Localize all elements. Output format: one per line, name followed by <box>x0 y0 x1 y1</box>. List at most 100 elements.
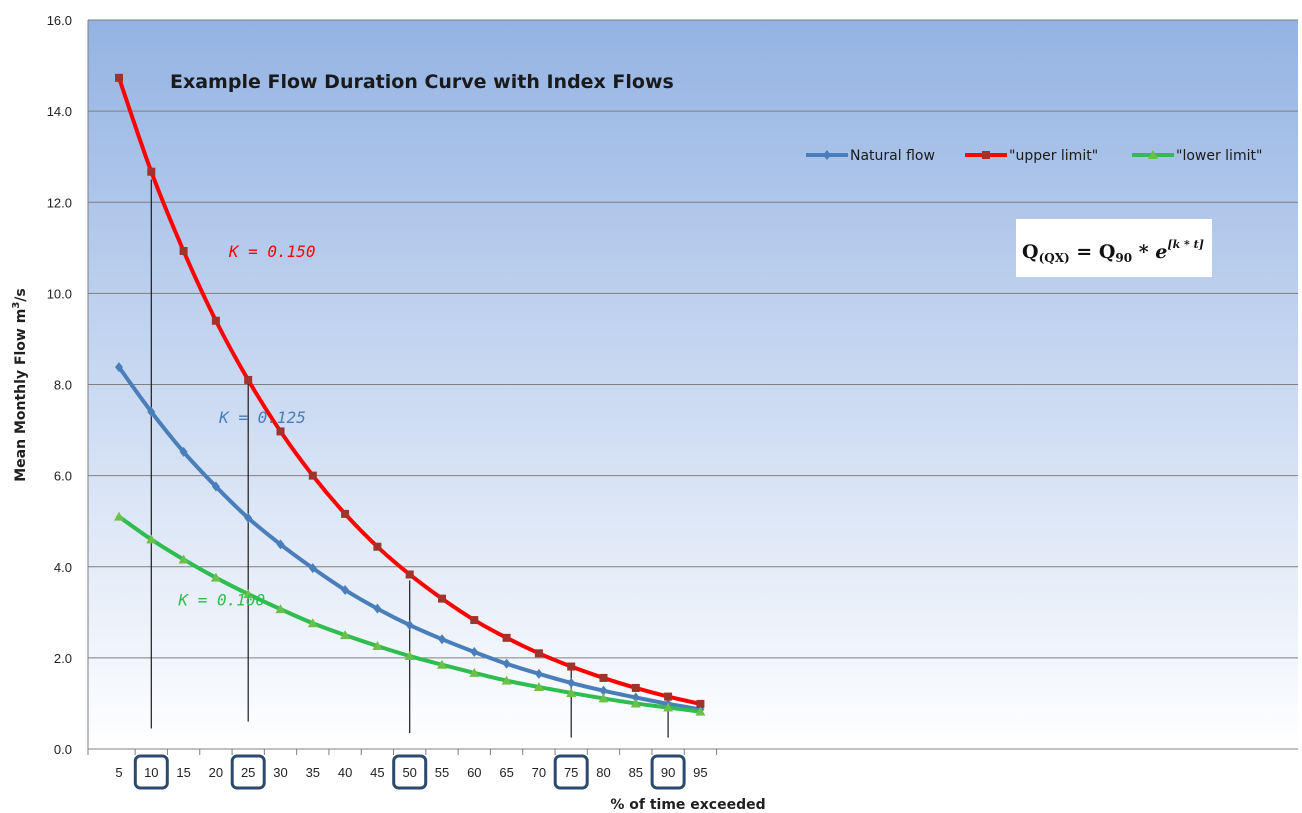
x-tick-label: 5 <box>115 765 122 780</box>
formula-q90-sub: 90 <box>1115 251 1132 265</box>
y-tick-label: 14.0 <box>47 104 72 119</box>
x-tick-label: 75 <box>564 765 578 780</box>
formula-q: Q <box>1022 241 1039 263</box>
y-tick-label: 8.0 <box>54 378 72 393</box>
x-tick-label: 50 <box>402 765 416 780</box>
natural-flow-point <box>244 512 253 523</box>
svg-text:Q(QX) = Q90 * e[k * t]: Q(QX) = Q90 * e[k * t] <box>1022 238 1204 265</box>
upper-limit-point <box>373 542 382 551</box>
formula-q-sub: (QX) <box>1039 251 1070 265</box>
lower-limit-point <box>469 667 480 677</box>
upper-limit-point <box>664 692 673 701</box>
x-tick-label: 80 <box>596 765 610 780</box>
k-label: K = 0.150 <box>228 242 316 261</box>
upper-limit-point <box>405 570 414 579</box>
lower-limit-point <box>663 702 674 712</box>
index-flow-box <box>230 754 266 790</box>
x-tick-label: 65 <box>499 765 513 780</box>
y-axis-title-superscript: 3 <box>11 302 22 309</box>
x-tick-label: 45 <box>370 765 384 780</box>
x-tick-label: 35 <box>306 765 320 780</box>
y-tick-label: 12.0 <box>47 195 72 210</box>
natural-flow-point <box>341 584 350 595</box>
y-tick-label: 16.0 <box>47 13 72 28</box>
x-tick-label: 60 <box>467 765 481 780</box>
y-axis-ticks: 0.0 2.0 4.0 6.0 8.0 10.0 12.0 14.0 16.0 <box>47 13 72 757</box>
y-tick-label: 0.0 <box>54 742 72 757</box>
lower-limit-point <box>501 675 512 685</box>
upper-limit-point <box>599 673 608 682</box>
upper-limit-point <box>631 683 640 692</box>
upper-limit-point <box>438 594 446 603</box>
gridlines <box>87 19 1298 750</box>
x-axis-title: % of time exceeded <box>610 797 765 813</box>
lower-limit-point <box>307 618 318 628</box>
x-tick-label: 90 <box>661 765 675 780</box>
upper-limit-legend-marker <box>982 151 990 159</box>
x-tick-label: 20 <box>209 765 223 780</box>
lower-limit-legend-label: "lower limit" <box>1176 148 1262 164</box>
natural-flow-point <box>502 658 511 669</box>
lower-limit-point <box>598 693 609 703</box>
natural-flow-point <box>534 668 543 679</box>
formula-box: Q(QX) = Q90 * e[k * t] <box>1016 219 1212 277</box>
x-tick-label: 40 <box>338 765 352 780</box>
lower-limit-point <box>243 589 254 599</box>
upper-limit-point <box>211 316 220 325</box>
y-tick-label: 2.0 <box>54 651 72 666</box>
natural-flow-point <box>405 620 414 631</box>
x-axis-ticks: 5 10 15 20 25 30 35 40 45 50 55 60 65 70 75 80 85 90 95 <box>87 749 718 780</box>
upper-limit-legend-label: "upper limit" <box>1009 148 1098 164</box>
lower-limit-point <box>178 554 189 564</box>
x-tick-label: 15 <box>176 765 190 780</box>
lower-limit-point <box>533 682 544 692</box>
natural-flow-point <box>179 446 188 457</box>
x-tick-label: 10 <box>144 765 158 780</box>
natural-flow-point <box>115 362 123 373</box>
y-axis-title-main: Mean Monthly Flow m <box>13 309 29 482</box>
series-layer <box>114 73 706 716</box>
lower-limit-point <box>372 641 383 651</box>
upper-limit-point <box>244 375 253 384</box>
index-flow-box <box>392 754 428 790</box>
formula-equals: = <box>1070 241 1099 263</box>
upper-limit-point <box>115 73 123 82</box>
lower-limit-point <box>404 651 415 661</box>
lower-limit-point <box>630 698 641 708</box>
lower-limit-point <box>114 511 124 521</box>
legend: Natural flow "upper limit" "lower limit" <box>806 148 1262 164</box>
natural-flow-point <box>599 685 608 696</box>
upper-limit-point <box>276 427 285 436</box>
natural-flow-point <box>308 563 317 574</box>
lower-limit-point <box>275 604 286 614</box>
lower-limit-point <box>340 630 351 640</box>
natural-flow-point <box>438 634 446 645</box>
y-tick-label: 10.0 <box>47 286 72 301</box>
x-tick-label: 25 <box>241 765 255 780</box>
k-label: K = 0.100 <box>177 590 265 609</box>
upper-limit-series <box>115 73 705 708</box>
lower-limit-legend-marker <box>1148 150 1158 159</box>
chart-title: Example Flow Duration Curve with Index F… <box>170 71 674 93</box>
lower-limit-series <box>114 511 706 716</box>
natural-flow-point <box>147 406 156 417</box>
index-flow-box <box>553 754 589 790</box>
natural-flow-point <box>373 603 382 614</box>
upper-limit-point <box>147 167 156 176</box>
upper-limit-point <box>341 509 350 518</box>
natural-flow-legend-label: Natural flow <box>850 148 935 164</box>
upper-limit-point <box>179 247 188 256</box>
upper-limit-point <box>308 471 317 480</box>
x-tick-label: 85 <box>629 765 643 780</box>
upper-limit-point <box>470 616 479 625</box>
formula-q90: Q <box>1099 241 1116 263</box>
natural-flow-point <box>276 539 285 550</box>
k-annotations: K = 0.150 K = 0.125 K = 0.100 <box>177 242 315 610</box>
k-label: K = 0.125 <box>218 408 306 427</box>
upper-limit-point <box>567 662 576 671</box>
x-tick-label: 30 <box>273 765 287 780</box>
y-tick-label: 4.0 <box>54 560 72 575</box>
x-tick-label: 55 <box>435 765 449 780</box>
lower-limit-point <box>210 572 221 582</box>
natural-flow-point <box>211 481 220 492</box>
